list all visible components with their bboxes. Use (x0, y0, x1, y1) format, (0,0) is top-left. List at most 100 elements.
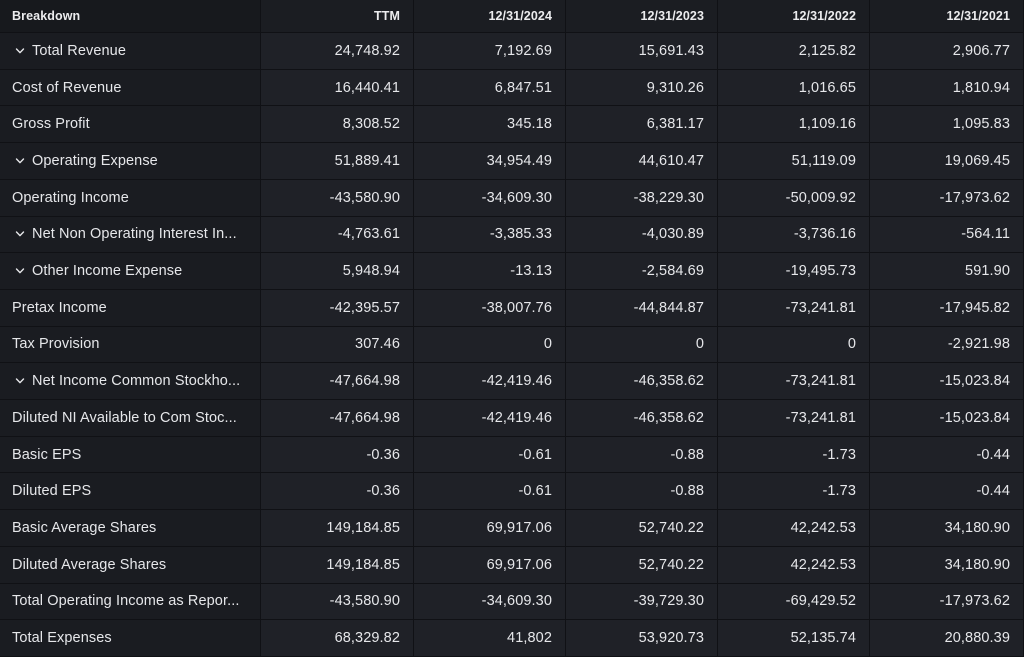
value-cell-2021: 34,180.90 (870, 510, 1024, 547)
value-cell-2021: -15,023.84 (870, 363, 1024, 401)
chevron-down-icon[interactable] (14, 155, 26, 167)
row-label[interactable]: Operating Expense (0, 143, 261, 180)
value-cell-2021: 1,095.83 (870, 106, 1024, 144)
value-cell-ttm: -47,664.98 (261, 363, 414, 401)
header-2024: 12/31/2024 (414, 0, 566, 33)
row-label-text: Net Non Operating Interest In... (32, 226, 237, 243)
row-label-text: Operating Income (12, 189, 129, 206)
value-cell-2021: 591.90 (870, 253, 1024, 290)
value-cell-ttm: -0.36 (261, 436, 414, 474)
value-cell-2021: 1,810.94 (870, 69, 1024, 107)
value-cell-2023: -2,584.69 (566, 253, 718, 290)
value-cell-ttm: 307.46 (261, 326, 414, 364)
row-label-text: Basic Average Shares (12, 519, 157, 536)
chevron-down-icon[interactable] (14, 228, 26, 240)
value-cell-2023: -46,358.62 (566, 363, 718, 401)
value-cell-2024: 6,847.51 (414, 69, 566, 107)
row-label-text: Gross Profit (12, 116, 90, 133)
value-cell-ttm: -43,580.90 (261, 179, 414, 217)
row-label[interactable]: Net Income Common Stockho... (0, 363, 261, 401)
value-cell-2023: 0 (566, 326, 718, 364)
value-cell-ttm: 149,184.85 (261, 546, 414, 584)
row-label-text: Basic EPS (12, 446, 82, 463)
value-cell-ttm: -43,580.90 (261, 583, 414, 621)
value-cell-ttm: 51,889.41 (261, 143, 414, 180)
value-cell-2022: 1,109.16 (718, 106, 870, 144)
value-cell-2022: 0 (718, 326, 870, 364)
value-cell-ttm: 16,440.41 (261, 69, 414, 107)
row-label-text: Total Operating Income as Repor... (12, 593, 240, 610)
chevron-down-icon[interactable] (14, 45, 26, 57)
value-cell-2021: -0.44 (870, 473, 1024, 511)
value-cell-2021: 19,069.45 (870, 143, 1024, 180)
value-cell-2024: -42,419.46 (414, 363, 566, 401)
value-cell-ttm: -47,664.98 (261, 400, 414, 437)
value-cell-2023: 52,740.22 (566, 510, 718, 547)
value-cell-ttm: 24,748.92 (261, 33, 414, 70)
value-cell-2022: 1,016.65 (718, 69, 870, 107)
row-label: Total Expenses (0, 620, 261, 657)
value-cell-2022: 51,119.09 (718, 143, 870, 180)
value-cell-2023: 15,691.43 (566, 33, 718, 70)
row-label: Pretax Income (0, 289, 261, 327)
value-cell-2024: 34,954.49 (414, 143, 566, 180)
chevron-down-icon[interactable] (14, 375, 26, 387)
value-cell-2021: -17,973.62 (870, 179, 1024, 217)
row-label[interactable]: Total Revenue (0, 33, 261, 70)
value-cell-2023: 53,920.73 (566, 620, 718, 657)
row-label-text: Net Income Common Stockho... (32, 373, 241, 390)
value-cell-2023: -0.88 (566, 436, 718, 474)
value-cell-2023: -4,030.89 (566, 216, 718, 254)
value-cell-2022: -1.73 (718, 436, 870, 474)
chevron-down-icon[interactable] (14, 265, 26, 277)
row-label-text: Other Income Expense (32, 263, 183, 280)
row-label[interactable]: Net Non Operating Interest In... (0, 216, 261, 254)
value-cell-2023: -39,729.30 (566, 583, 718, 621)
value-cell-2024: -42,419.46 (414, 400, 566, 437)
value-cell-ttm: -4,763.61 (261, 216, 414, 254)
header-ttm: TTM (261, 0, 414, 33)
value-cell-2024: 345.18 (414, 106, 566, 144)
value-cell-2021: -15,023.84 (870, 400, 1024, 437)
row-label-text: Diluted NI Available to Com Stoc... (12, 409, 237, 426)
value-cell-2022: 42,242.53 (718, 510, 870, 547)
value-cell-ttm: 8,308.52 (261, 106, 414, 144)
value-cell-2022: -73,241.81 (718, 400, 870, 437)
value-cell-2021: 2,906.77 (870, 33, 1024, 70)
value-cell-2024: 69,917.06 (414, 510, 566, 547)
row-label: Basic Average Shares (0, 510, 261, 547)
value-cell-2024: -38,007.76 (414, 289, 566, 327)
row-label-text: Diluted Average Shares (12, 556, 167, 573)
value-cell-2023: 6,381.17 (566, 106, 718, 144)
value-cell-2021: 20,880.39 (870, 620, 1024, 657)
value-cell-2022: -50,009.92 (718, 179, 870, 217)
value-cell-2022: -3,736.16 (718, 216, 870, 254)
value-cell-ttm: -0.36 (261, 473, 414, 511)
value-cell-2021: -564.11 (870, 216, 1024, 254)
row-label: Gross Profit (0, 106, 261, 144)
row-label-text: Operating Expense (32, 152, 158, 169)
value-cell-2023: 44,610.47 (566, 143, 718, 180)
row-label: Tax Provision (0, 326, 261, 364)
row-label: Diluted EPS (0, 473, 261, 511)
value-cell-2023: -46,358.62 (566, 400, 718, 437)
row-label-text: Total Revenue (32, 42, 126, 59)
value-cell-2024: -13.13 (414, 253, 566, 290)
value-cell-2022: -73,241.81 (718, 289, 870, 327)
value-cell-2024: 41,802 (414, 620, 566, 657)
row-label: Diluted NI Available to Com Stoc... (0, 400, 261, 437)
value-cell-2024: -0.61 (414, 436, 566, 474)
row-label: Diluted Average Shares (0, 546, 261, 584)
value-cell-2024: -34,609.30 (414, 583, 566, 621)
row-label-text: Diluted EPS (12, 483, 92, 500)
row-label: Basic EPS (0, 436, 261, 474)
value-cell-2021: -0.44 (870, 436, 1024, 474)
row-label: Cost of Revenue (0, 69, 261, 107)
value-cell-2022: -73,241.81 (718, 363, 870, 401)
row-label[interactable]: Other Income Expense (0, 253, 261, 290)
header-2021: 12/31/2021 (870, 0, 1024, 33)
row-label-text: Tax Provision (12, 336, 100, 353)
value-cell-2024: -34,609.30 (414, 179, 566, 217)
value-cell-2024: 69,917.06 (414, 546, 566, 584)
